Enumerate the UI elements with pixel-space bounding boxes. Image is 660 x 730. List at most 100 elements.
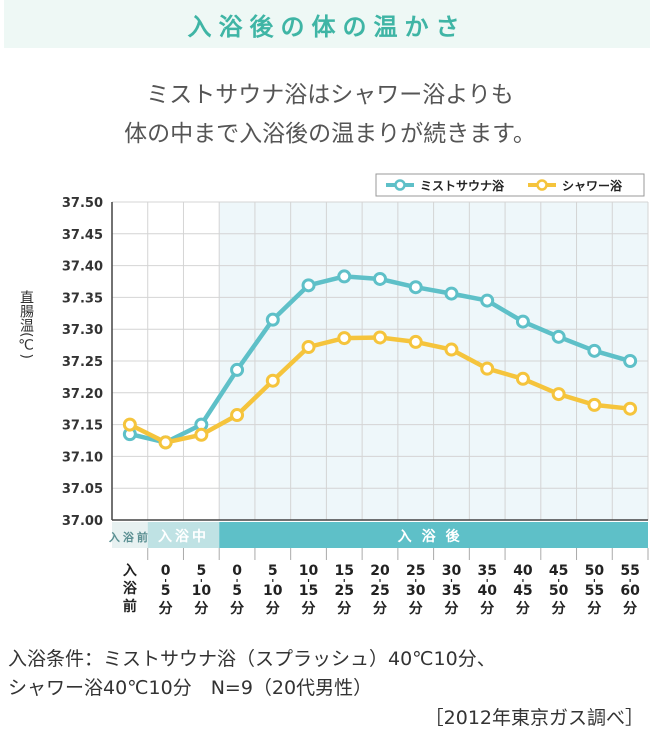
x-tick-label-start: 50 — [585, 563, 605, 579]
data-point-mist-sauna — [408, 280, 423, 295]
data-point-shower — [480, 361, 495, 376]
x-tick-label-start: 20 — [370, 563, 390, 579]
data-point-shower — [265, 373, 280, 388]
x-tick-label-unit: 分 — [337, 601, 351, 617]
x-tick-label-unit: 分 — [230, 601, 244, 617]
data-point-shower — [444, 342, 459, 357]
x-tick-label-start: 0 — [161, 563, 171, 579]
x-tick-label-start: 45 — [549, 563, 568, 579]
data-point-shower — [158, 435, 173, 450]
y-tick-label: 37.10 — [62, 450, 103, 465]
x-tick-label-unit: 分 — [587, 601, 601, 617]
phase-label: 入浴前 — [109, 530, 151, 544]
data-point-mist-sauna — [587, 343, 602, 358]
data-point-shower — [194, 427, 209, 442]
data-point-mist-sauna — [480, 293, 495, 308]
data-point-shower — [230, 408, 245, 423]
x-tick-label-end: 25 — [370, 583, 389, 599]
data-point-mist-sauna — [623, 354, 638, 368]
bathing-condition-line-1: 入浴条件：ミストサウナ浴（スプラッシュ）40℃10分、 — [8, 648, 496, 670]
x-tick-label-unit: 分 — [266, 601, 280, 617]
legend-box — [375, 173, 645, 197]
data-point-mist-sauna — [551, 329, 566, 344]
legend-label: シャワー浴 — [562, 178, 623, 193]
page-title: 入浴後の体の温かさ — [187, 12, 467, 41]
data-point-shower — [587, 397, 602, 412]
x-tick-label-start: 30 — [442, 563, 462, 579]
x-tick-label-unit: 分 — [623, 601, 637, 617]
y-tick-label: 37.50 — [62, 196, 103, 211]
x-tick-label-start: 25 — [406, 563, 425, 579]
x-tick-label-start: 10 — [299, 563, 319, 579]
y-tick-label: 37.35 — [62, 291, 103, 306]
x-tick-label-end: 30 — [406, 583, 426, 599]
x-tick-label-unit: 分 — [302, 601, 316, 617]
legend-swatch-marker — [536, 179, 548, 191]
bathing-condition-line-2: シャワー浴40℃10分 N=9（20代男性） — [8, 677, 373, 699]
phase-band — [112, 522, 148, 548]
data-point-shower — [301, 340, 316, 355]
data-point-mist-sauna — [337, 269, 352, 284]
x-tick-label-end: 35 — [442, 583, 461, 599]
x-tick-label-unit: 分 — [373, 601, 387, 617]
phase-label: 入浴中 — [158, 528, 209, 545]
data-point-mist-sauna — [444, 286, 459, 301]
x-tick-label-unit: 分 — [552, 601, 566, 617]
x-tick-label-unit: 分 — [194, 601, 208, 617]
data-point-mist-sauna — [230, 362, 245, 377]
data-point-mist-sauna — [515, 314, 530, 329]
x-tick-label: 入 — [123, 563, 137, 579]
x-tick-label-unit: 分 — [409, 601, 423, 617]
data-point-shower — [515, 371, 530, 386]
x-tick-label-start: 35 — [477, 563, 496, 579]
x-tick-label-start: 55 — [620, 563, 639, 579]
x-tick-label-start: 5 — [268, 563, 278, 579]
x-tick-label-unit: 分 — [516, 601, 530, 617]
y-tick-label: 37.20 — [62, 387, 103, 402]
data-point-shower — [623, 401, 638, 416]
data-point-mist-sauna — [373, 271, 387, 286]
x-tick-label-start: 0 — [232, 563, 242, 579]
x-tick-label-end: 15 — [299, 583, 318, 599]
phase-label: 入浴後 — [398, 528, 470, 545]
y-tick-label: 37.25 — [62, 355, 103, 370]
x-tick-label-end: 60 — [620, 583, 640, 599]
x-tick-label-unit: 分 — [159, 601, 173, 617]
x-tick-label-end: 5 — [232, 583, 242, 599]
data-point-mist-sauna — [265, 312, 280, 327]
x-tick-label-end: 50 — [549, 583, 569, 599]
y-tick-label: 37.15 — [62, 419, 103, 434]
data-point-shower — [337, 331, 352, 346]
data-source: ［2012年東京ガス調べ］ — [424, 707, 644, 729]
x-tick-label-unit: 分 — [444, 601, 458, 617]
data-point-shower — [373, 330, 387, 345]
legend-swatch-marker — [394, 179, 406, 191]
x-tick-label-end: 25 — [335, 583, 354, 599]
x-tick-label: 浴 — [123, 580, 138, 597]
y-tick-label: 37.45 — [62, 228, 103, 243]
x-tick-label-start: 40 — [513, 563, 533, 579]
subtitle-line-2: 体の中まで入浴後の温まりが続きます。 — [124, 121, 536, 147]
x-tick-label-end: 55 — [585, 583, 604, 599]
x-tick-label-start: 15 — [335, 563, 354, 579]
x-tick-label-start: 5 — [196, 563, 206, 579]
phase-band — [219, 522, 648, 548]
x-tick-label-end: 10 — [263, 583, 283, 599]
y-axis-label: 直腸温(℃) — [18, 289, 34, 359]
subtitle-line-1: ミストサウナ浴はシャワー浴よりも — [146, 82, 514, 108]
data-point-shower — [551, 387, 566, 402]
data-point-mist-sauna — [301, 278, 316, 293]
x-tick-label-end: 5 — [161, 583, 171, 599]
x-tick-label-end: 40 — [477, 583, 497, 599]
title-banner: 入浴後の体の温かさ — [4, 0, 650, 48]
y-tick-label: 37.00 — [62, 514, 103, 529]
data-point-shower — [122, 417, 137, 432]
data-point-shower — [408, 334, 423, 349]
y-tick-label: 37.05 — [62, 482, 103, 497]
x-tick-label: 前 — [123, 598, 137, 615]
x-tick-label-end: 45 — [513, 583, 532, 599]
x-tick-label-unit: 分 — [480, 601, 494, 617]
y-tick-label: 37.40 — [62, 260, 103, 275]
y-tick-label: 37.30 — [62, 323, 103, 338]
